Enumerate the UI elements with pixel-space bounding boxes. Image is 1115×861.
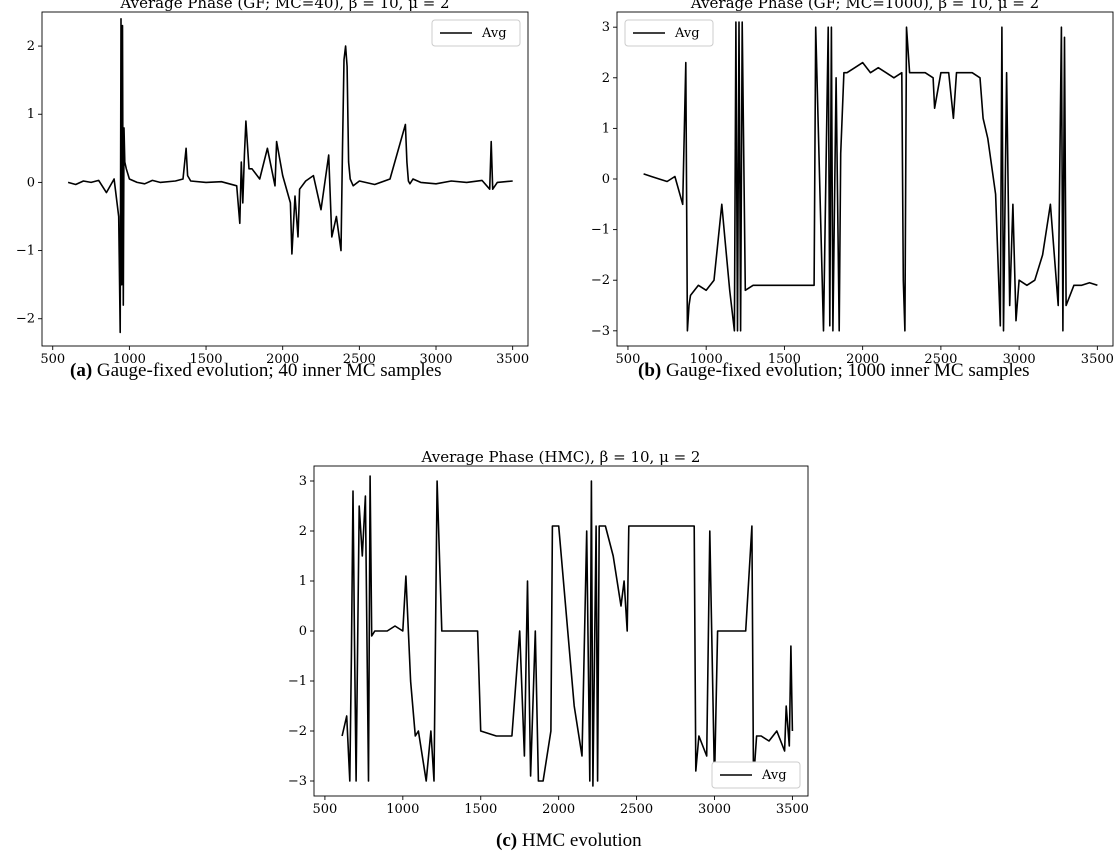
y-tick-label: 3	[602, 20, 610, 35]
caption-b-text: Gauge-fixed evolution; 1000 inner MC sam…	[665, 360, 1030, 381]
y-tick-label: 0	[27, 175, 35, 190]
y-tick-label: 0	[602, 172, 610, 187]
y-tick-label: −1	[591, 223, 610, 238]
x-tick-label: 3500	[496, 352, 529, 367]
y-tick-label: 1	[602, 121, 610, 136]
caption-c-tag: (c)	[496, 830, 518, 851]
caption-b: (b) Gauge-fixed evolution; 1000 inner MC…	[638, 360, 1030, 382]
x-tick-label: 2000	[266, 352, 299, 367]
x-tick-label: 3000	[698, 802, 731, 817]
y-tick-label: −3	[591, 324, 610, 339]
legend: Avg	[624, 19, 714, 47]
x-tick-label: 1000	[113, 352, 146, 367]
x-tick-label: 500	[616, 352, 641, 367]
y-tick-label: 1	[299, 574, 307, 589]
plot-frame	[41, 11, 529, 347]
y-tick-label: 0	[299, 624, 307, 639]
legend-box	[711, 761, 801, 789]
y-tick-label: −1	[16, 244, 35, 259]
y-tick-label: 3	[299, 474, 307, 489]
y-tick-label: −2	[288, 724, 307, 739]
chart-title: Average Phase (GF; MC=1000), β = 10, μ =…	[690, 0, 1039, 12]
x-tick-label: 3000	[419, 352, 452, 367]
caption-c-text: HMC evolution	[521, 830, 642, 851]
x-tick-label: 3500	[776, 802, 809, 817]
legend-label: Avg	[761, 768, 787, 783]
x-tick-label: 1500	[189, 352, 222, 367]
legend: Avg	[431, 19, 521, 47]
chart-a: Average Phase (GF; MC=40), β = 10, μ = 2…	[16, 0, 529, 367]
y-tick-label: 1	[27, 107, 35, 122]
x-tick-label: 1000	[690, 352, 723, 367]
legend-label: Avg	[674, 26, 700, 41]
x-tick-label: 2000	[542, 802, 575, 817]
x-tick-label: 2000	[846, 352, 879, 367]
series-line-avg	[67, 17, 513, 334]
caption-a-tag: (a)	[70, 360, 93, 381]
y-tick-label: −2	[16, 312, 35, 327]
y-tick-label: 2	[27, 39, 35, 54]
x-tick-label: 3000	[1003, 352, 1036, 367]
y-tick-label: −1	[288, 674, 307, 689]
x-tick-label: 1000	[386, 802, 419, 817]
chart-c: Average Phase (HMC), β = 10, μ = 2 500 100…	[288, 448, 809, 817]
x-tick-label: 1500	[768, 352, 801, 367]
x-tick-label: 1500	[464, 802, 497, 817]
series-line-avg	[643, 21, 1098, 332]
x-tick-label: 500	[312, 802, 337, 817]
series-line-avg	[341, 475, 794, 787]
legend: Avg	[711, 761, 801, 789]
x-tick-label: 3500	[1081, 352, 1114, 367]
x-tick-label: 2500	[620, 802, 653, 817]
chart-b: Average Phase (GF; MC=1000), β = 10, μ =…	[591, 0, 1114, 367]
y-tick-label: 2	[602, 71, 610, 86]
y-tick-label: −2	[591, 273, 610, 288]
y-tick-label: 2	[299, 524, 307, 539]
legend-box	[431, 19, 521, 47]
x-tick-label: 500	[40, 352, 65, 367]
y-tick-label: −3	[288, 774, 307, 789]
x-tick-label: 2500	[343, 352, 376, 367]
chart-title: Average Phase (GF; MC=40), β = 10, μ = 2	[119, 0, 449, 12]
caption-a: (a) Gauge-fixed evolution; 40 inner MC s…	[70, 360, 441, 382]
legend-box	[624, 19, 714, 47]
legend-label: Avg	[481, 26, 507, 41]
caption-b-tag: (b)	[638, 360, 662, 381]
caption-a-text: Gauge-fixed evolution; 40 inner MC sampl…	[96, 360, 442, 381]
caption-c: (c) HMC evolution	[496, 830, 642, 852]
x-tick-label: 2500	[924, 352, 957, 367]
chart-title: Average Phase (HMC), β = 10, μ = 2	[421, 448, 701, 466]
